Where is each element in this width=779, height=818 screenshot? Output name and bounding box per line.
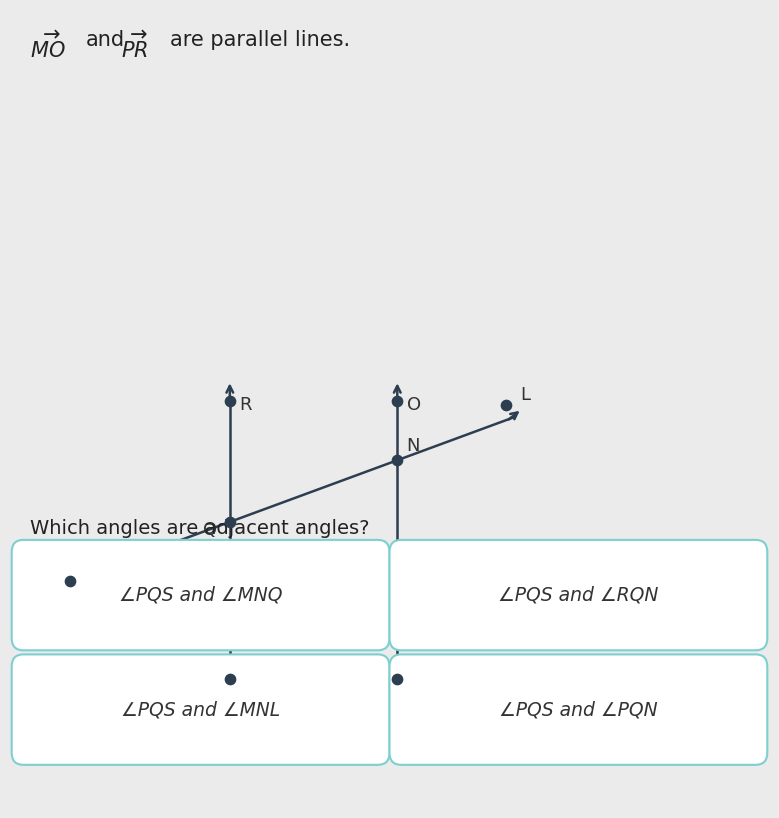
Point: [224, 672, 236, 685]
Text: and: and: [86, 30, 125, 50]
Point: [224, 394, 236, 407]
Text: P: P: [239, 666, 250, 684]
FancyBboxPatch shape: [12, 540, 390, 650]
Point: [391, 672, 404, 685]
Text: Q: Q: [203, 521, 217, 539]
Text: $\overrightarrow{MO}$: $\overrightarrow{MO}$: [30, 30, 65, 62]
FancyBboxPatch shape: [390, 654, 767, 765]
Point: [64, 574, 76, 587]
Text: ∠PQS and ∠RQN: ∠PQS and ∠RQN: [499, 586, 658, 605]
Text: ∠PQS and ∠MNQ: ∠PQS and ∠MNQ: [119, 586, 282, 605]
Text: ∠PQS and ∠MNL: ∠PQS and ∠MNL: [121, 700, 280, 719]
Text: S: S: [45, 564, 57, 582]
Text: Which angles are adjacent angles?: Which angles are adjacent angles?: [30, 519, 369, 538]
Text: N: N: [407, 437, 420, 455]
Point: [391, 394, 404, 407]
FancyBboxPatch shape: [390, 540, 767, 650]
Text: are parallel lines.: are parallel lines.: [170, 30, 350, 50]
Text: ∠PQS and ∠PQN: ∠PQS and ∠PQN: [499, 700, 657, 719]
FancyBboxPatch shape: [12, 654, 390, 765]
Text: R: R: [239, 396, 252, 414]
Text: L: L: [520, 386, 530, 404]
Text: O: O: [407, 396, 421, 414]
Point: [224, 515, 236, 528]
Text: M: M: [405, 666, 421, 684]
Point: [391, 454, 404, 467]
Point: [500, 398, 513, 411]
Text: $\overrightarrow{PR}$: $\overrightarrow{PR}$: [121, 30, 148, 62]
